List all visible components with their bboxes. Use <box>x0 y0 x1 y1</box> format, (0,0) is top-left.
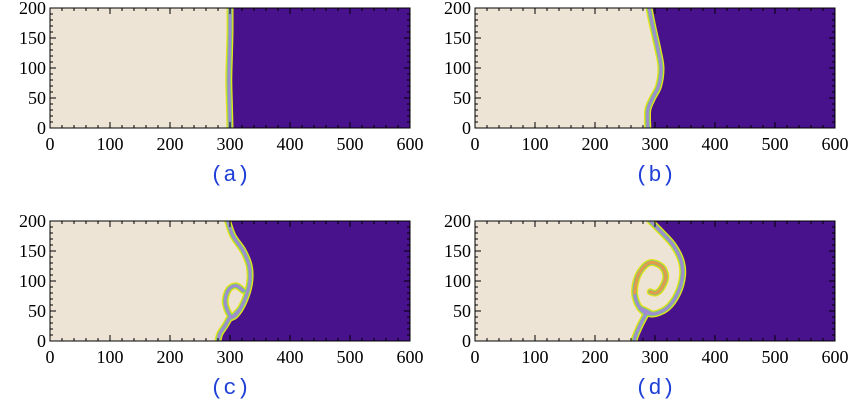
x-tick-label: 500 <box>337 134 364 154</box>
y-tick-label: 200 <box>19 211 46 231</box>
x-tick-label: 600 <box>397 134 424 154</box>
interface-curve <box>228 308 241 319</box>
x-tick-label: 0 <box>471 134 480 154</box>
x-tick-label: 100 <box>522 347 549 367</box>
x-tick-label: 0 <box>46 347 55 367</box>
interface-band <box>214 221 254 341</box>
x-tick-label: 100 <box>97 134 124 154</box>
y-tick-label: 0 <box>37 331 46 351</box>
x-tick-label: 100 <box>522 134 549 154</box>
panel-a: 0 100 200 300 400 500 600 0 50 100 150 200 (a) <box>19 0 424 188</box>
panel-d: 0 100 200 300 400 500 600 0 50 100 150 200 (d) <box>444 211 849 401</box>
dark-fluid-region <box>634 221 835 341</box>
x-tick-label: 500 <box>762 134 789 154</box>
x-tick-label: 300 <box>217 134 244 154</box>
y-tick-label: 50 <box>453 88 471 108</box>
x-tick-label: 200 <box>582 134 609 154</box>
interface-curve <box>632 312 648 341</box>
x-tick-label: 300 <box>217 347 244 367</box>
y-tick-label: 50 <box>28 88 46 108</box>
panel-label: (b) <box>635 163 675 188</box>
panel-label: (a) <box>210 163 250 188</box>
interface-band <box>225 8 234 128</box>
panel-b: 0 100 200 300 400 500 600 0 50 100 150 200 (b) <box>444 0 849 188</box>
y-tick-label: 200 <box>444 0 471 18</box>
x-tick-label: 400 <box>702 347 729 367</box>
y-tick-label: 0 <box>462 118 471 138</box>
y-tick-label: 100 <box>19 271 46 291</box>
x-tick-label: 400 <box>277 347 304 367</box>
x-tick-label: 500 <box>337 347 364 367</box>
panel-label: (c) <box>210 376 250 401</box>
dark-fluid-region <box>218 221 410 341</box>
y-tick-label: 100 <box>444 271 471 291</box>
x-tick-label: 0 <box>471 347 480 367</box>
y-tick-label: 150 <box>19 28 46 48</box>
y-tick-label: 0 <box>462 331 471 351</box>
y-tick-label: 200 <box>444 211 471 231</box>
x-tick-label: 500 <box>762 347 789 367</box>
dark-fluid-region <box>228 8 410 128</box>
y-tick-label: 150 <box>444 241 471 261</box>
panel-c: 0 100 200 300 400 500 600 0 50 100 150 200 (c) <box>19 211 424 401</box>
interface-curve <box>227 8 232 128</box>
y-tick-label: 50 <box>453 301 471 321</box>
ticks <box>49 220 411 342</box>
x-tick-label: 400 <box>277 134 304 154</box>
y-tick-label: 0 <box>37 118 46 138</box>
x-tick-label: 300 <box>642 134 669 154</box>
y-tick-label: 150 <box>444 28 471 48</box>
x-tick-label: 200 <box>157 347 184 367</box>
y-tick-label: 150 <box>19 241 46 261</box>
ticks <box>49 7 411 129</box>
panel-label: (d) <box>635 376 675 401</box>
interface-curve <box>646 8 663 128</box>
interface-curve <box>216 315 232 341</box>
x-tick-label: 600 <box>822 347 849 367</box>
y-tick-label: 200 <box>19 0 46 18</box>
ticks <box>474 7 836 129</box>
interface-band <box>630 221 687 341</box>
x-tick-label: 300 <box>642 347 669 367</box>
dark-fluid-region <box>647 8 835 128</box>
x-tick-label: 600 <box>397 347 424 367</box>
x-tick-label: 600 <box>822 134 849 154</box>
x-tick-label: 200 <box>582 347 609 367</box>
y-tick-label: 50 <box>28 301 46 321</box>
y-tick-label: 100 <box>19 58 46 78</box>
ticks <box>474 220 836 342</box>
y-tick-label: 100 <box>444 58 471 78</box>
x-tick-label: 0 <box>46 134 55 154</box>
x-tick-label: 400 <box>702 134 729 154</box>
interface-core-curve <box>633 261 668 295</box>
interface-curve <box>638 306 654 316</box>
x-tick-label: 100 <box>97 347 124 367</box>
x-tick-label: 200 <box>157 134 184 154</box>
interface-band <box>643 8 665 128</box>
